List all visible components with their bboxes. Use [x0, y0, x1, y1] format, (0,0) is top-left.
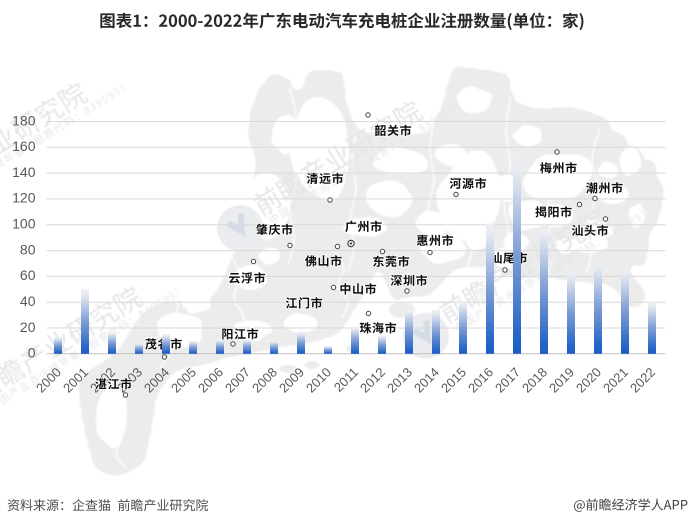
svg-text:180: 180	[12, 112, 36, 128]
svg-text:0: 0	[28, 345, 36, 361]
svg-text:100: 100	[12, 216, 36, 232]
svg-text:20: 20	[20, 319, 36, 335]
svg-text:120: 120	[12, 190, 36, 206]
svg-text:40: 40	[20, 293, 36, 309]
svg-text:160: 160	[12, 138, 36, 154]
svg-text:80: 80	[20, 241, 36, 257]
svg-text:140: 140	[12, 164, 36, 180]
svg-text:60: 60	[20, 267, 36, 283]
